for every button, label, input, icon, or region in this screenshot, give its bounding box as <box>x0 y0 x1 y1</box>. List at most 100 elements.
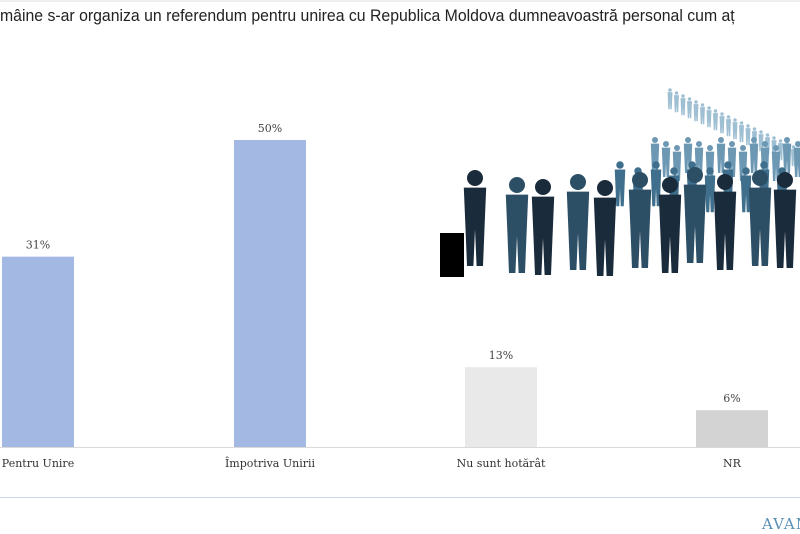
person-head <box>784 137 790 143</box>
person-head <box>674 145 680 151</box>
person-head <box>706 167 714 175</box>
person-silhouette <box>773 189 797 268</box>
person-head <box>752 127 757 131</box>
bar <box>696 410 768 447</box>
person-silhouette <box>614 169 626 207</box>
person-silhouette <box>687 101 692 119</box>
person-silhouette <box>713 191 737 270</box>
person-silhouette <box>700 107 705 125</box>
person-head <box>670 167 678 175</box>
person-head <box>509 177 525 193</box>
person-head <box>739 121 744 125</box>
person-silhouette <box>628 189 652 268</box>
person-silhouette <box>758 134 764 152</box>
data-label: 50% <box>258 122 282 135</box>
chart-title: mâine s-ar organiza un referendum pentru… <box>0 6 735 25</box>
person-head <box>713 109 718 113</box>
person-head <box>720 112 724 116</box>
person-head <box>760 161 768 169</box>
bar <box>465 367 537 447</box>
person-head <box>668 88 672 92</box>
person-head <box>751 137 757 143</box>
person-silhouette <box>505 194 529 273</box>
person-head <box>746 124 750 128</box>
person-silhouette <box>719 116 725 134</box>
person-head <box>632 172 648 188</box>
person-head <box>752 170 768 186</box>
person-silhouette <box>739 125 744 143</box>
person-head <box>726 115 731 119</box>
data-label: 6% <box>723 392 740 405</box>
bar <box>234 140 306 447</box>
person-head <box>717 174 733 190</box>
person-head <box>535 179 551 195</box>
person-head <box>687 167 703 183</box>
person-head <box>687 97 692 101</box>
person-head <box>740 145 746 151</box>
person-silhouette <box>680 98 686 116</box>
person-head <box>696 141 702 147</box>
category-label: Împotriva Unirii <box>225 456 316 470</box>
category-label: Nu sunt hotărât <box>457 457 546 470</box>
person-silhouette <box>650 169 662 207</box>
person-head <box>694 100 698 104</box>
person-head <box>742 167 750 175</box>
person-silhouette <box>732 122 738 140</box>
person-silhouette <box>740 175 752 213</box>
person-head <box>663 141 669 147</box>
person-silhouette <box>667 92 673 110</box>
person-head <box>729 141 735 147</box>
person-head <box>616 161 624 169</box>
person-head <box>733 118 737 122</box>
bar <box>2 256 74 447</box>
person-head <box>718 137 724 143</box>
person-silhouette <box>683 184 707 263</box>
person-silhouette <box>748 187 772 266</box>
person-head <box>597 180 613 196</box>
person-silhouette <box>782 143 792 173</box>
data-label: 31% <box>26 239 50 252</box>
person-silhouette <box>771 151 781 181</box>
person-silhouette <box>749 143 759 173</box>
person-head <box>652 137 658 143</box>
person-head <box>773 145 779 151</box>
person-head <box>724 161 732 169</box>
person-silhouette <box>745 128 751 146</box>
person-head <box>707 106 711 110</box>
person-head <box>652 161 660 169</box>
person-silhouette <box>593 197 617 276</box>
data-label: 13% <box>489 349 513 362</box>
person-silhouette <box>566 191 590 270</box>
person-head <box>772 136 776 140</box>
person-silhouette <box>713 113 718 131</box>
person-silhouette <box>726 119 731 137</box>
person-head <box>467 170 483 186</box>
person-silhouette <box>706 110 712 128</box>
person-head <box>795 141 800 147</box>
person-silhouette <box>531 196 555 275</box>
person-head <box>700 103 705 107</box>
person-head <box>681 94 685 98</box>
person-head <box>674 91 679 95</box>
person-silhouette <box>674 95 679 113</box>
brand-logo: AVAN <box>762 515 800 533</box>
person-silhouette <box>661 147 671 177</box>
category-label: NR <box>723 457 742 470</box>
crowd-voting-illustration <box>440 88 800 277</box>
person-head <box>777 172 793 188</box>
person-silhouette <box>463 187 487 266</box>
person-head <box>662 177 678 193</box>
person-silhouette <box>658 194 682 273</box>
person-head <box>765 133 770 137</box>
person-head <box>685 137 691 143</box>
person-head <box>570 174 586 190</box>
person-head <box>762 141 768 147</box>
footer-divider <box>0 497 800 498</box>
person-silhouette <box>716 143 726 173</box>
person-head <box>759 130 763 134</box>
person-head <box>688 161 696 169</box>
person-silhouette <box>793 147 800 177</box>
top-border <box>0 0 800 2</box>
category-label: Pentru Unire <box>2 457 74 470</box>
